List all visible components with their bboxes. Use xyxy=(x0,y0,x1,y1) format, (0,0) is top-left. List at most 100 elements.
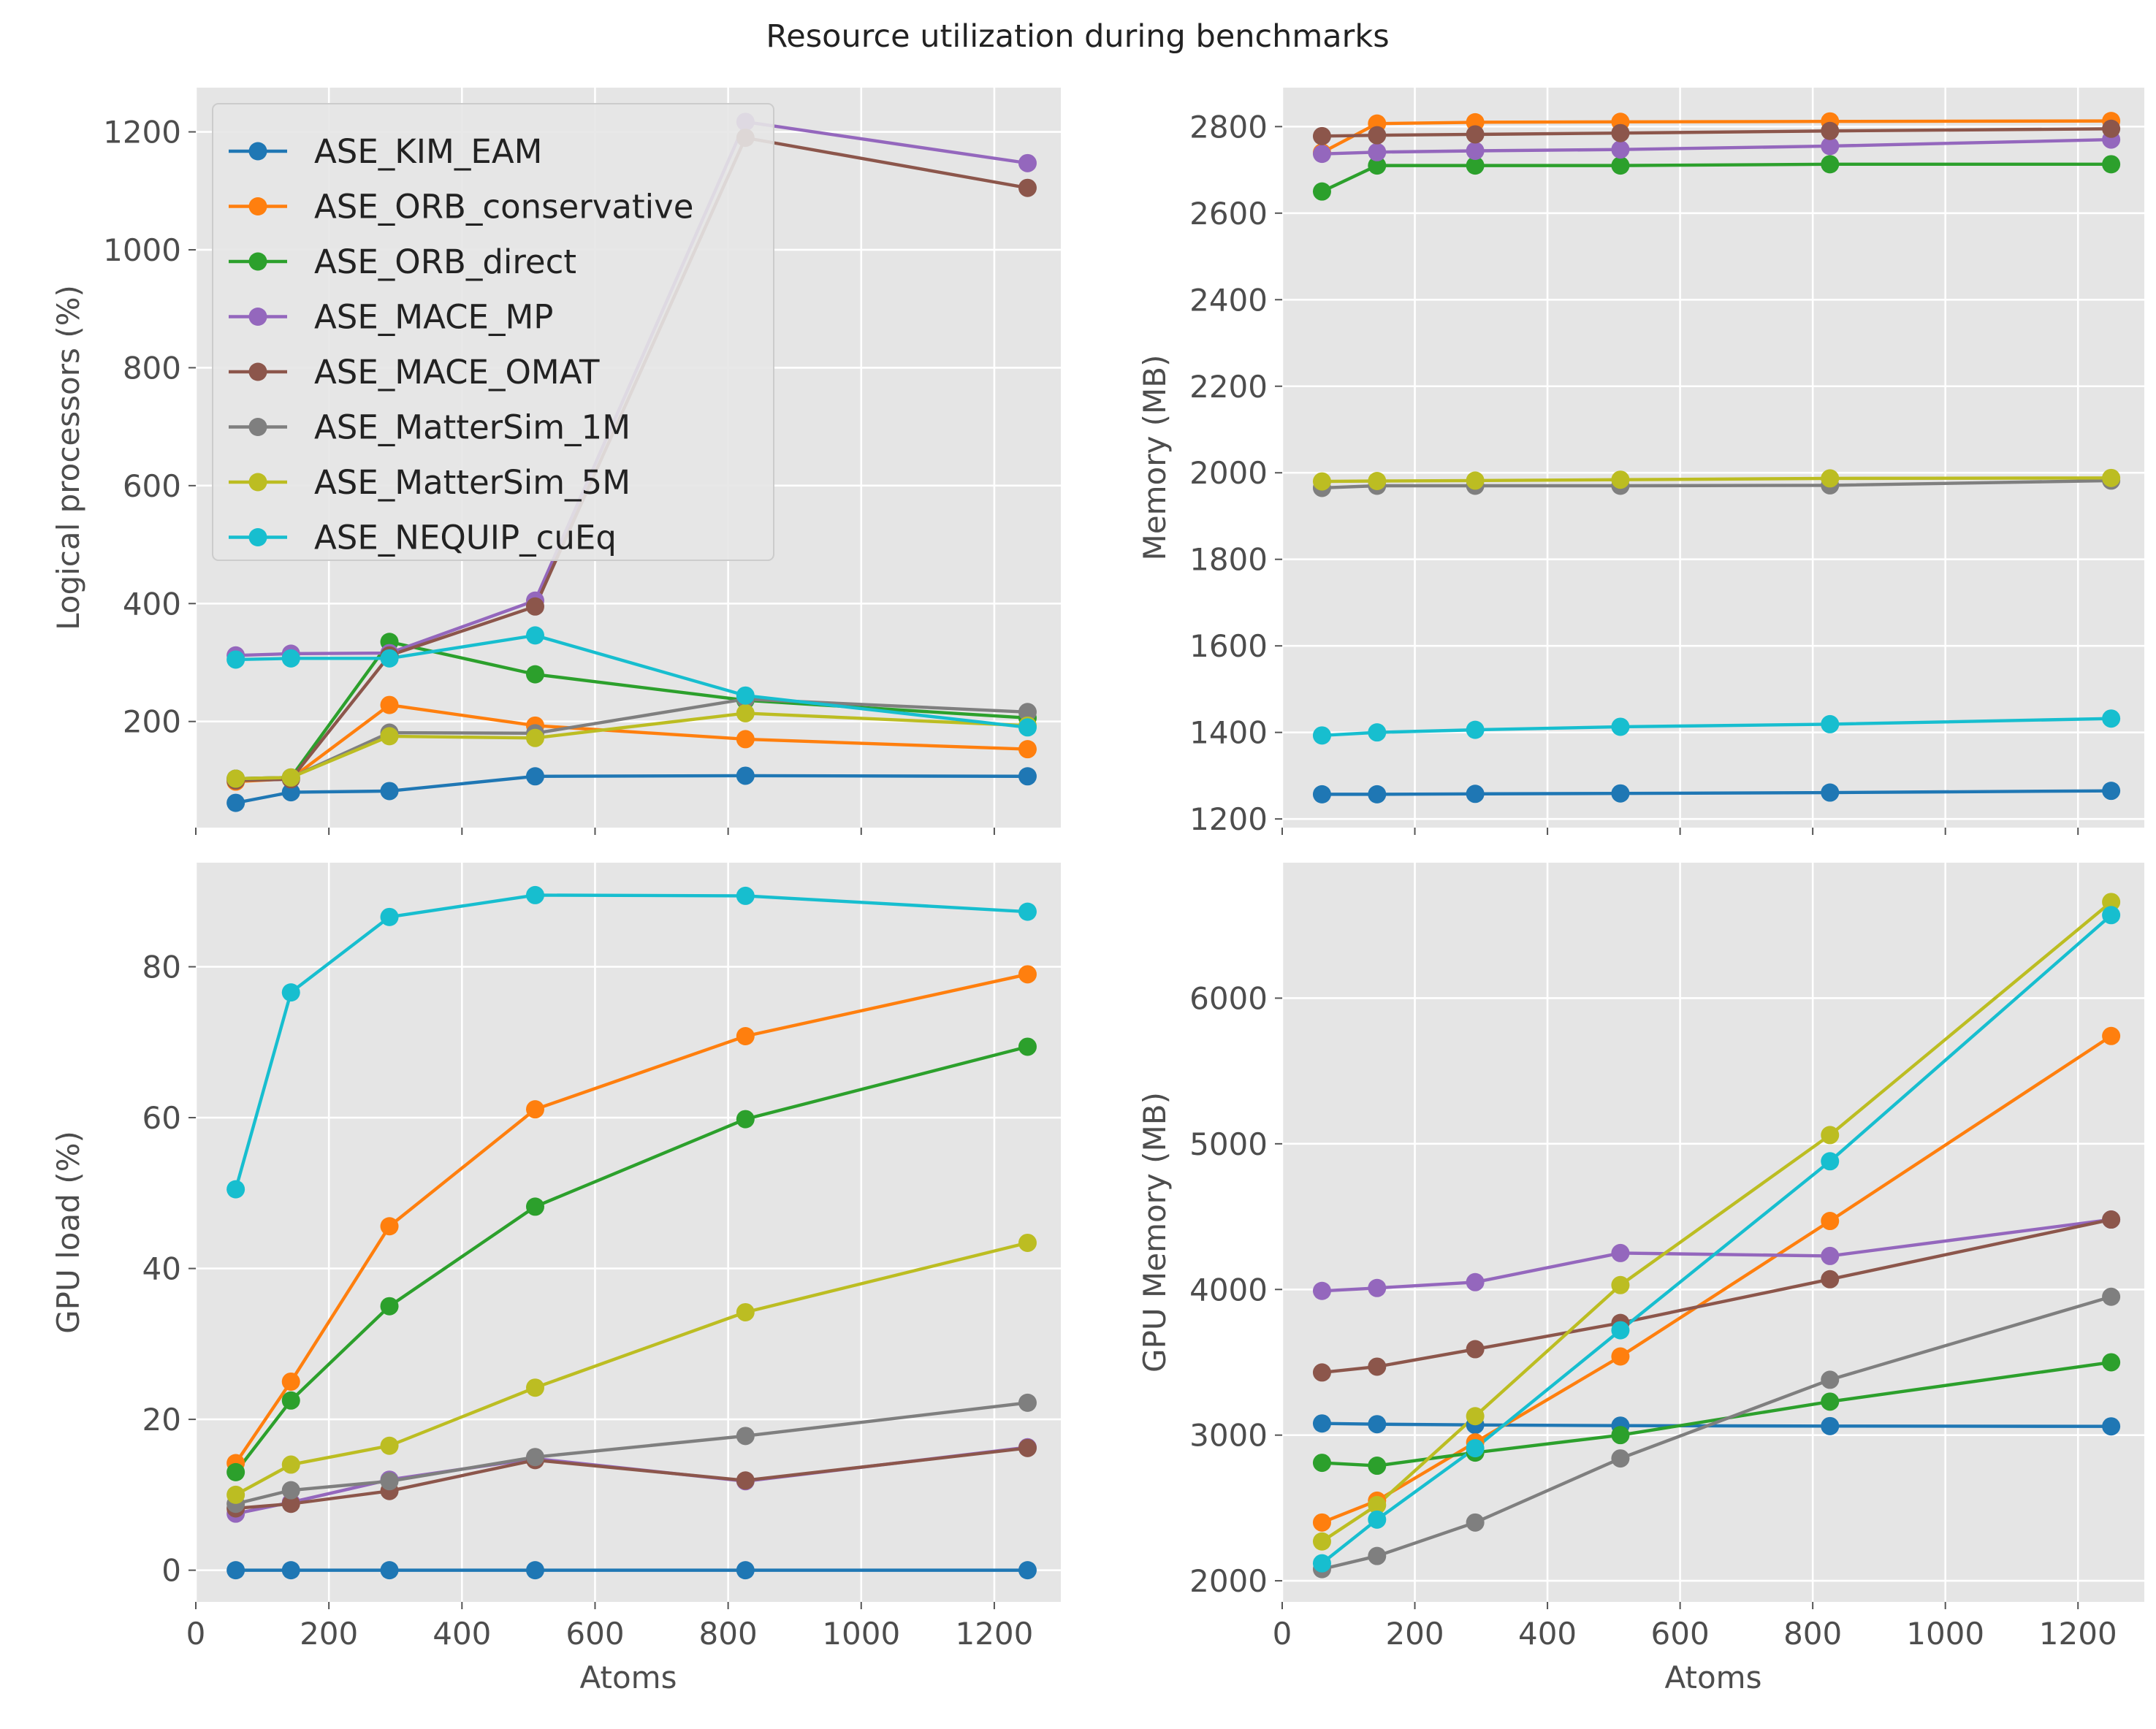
legend-entry: ASE_KIM_EAM xyxy=(229,132,542,171)
data-point-ASE_MatterSim_5M xyxy=(380,1436,399,1455)
series-line-ASE_KIM_EAM xyxy=(1322,1421,2111,1428)
legend-entry: ASE_MatterSim_5M xyxy=(229,463,631,502)
legend-marker-swatch xyxy=(248,528,267,546)
data-point-ASE_KIM_EAM xyxy=(281,783,300,802)
data-point-ASE_ORB_conservative xyxy=(525,1100,544,1119)
series-line-ASE_MatterSim_1M xyxy=(235,1401,1028,1505)
series-line-ASE_NEQUIP_cuEq xyxy=(234,893,1028,1190)
data-point-ASE_KIM_EAM xyxy=(736,766,755,785)
data-point-ASE_ORB_conservative xyxy=(281,1372,300,1391)
data-point-ASE_MACE_MP xyxy=(1821,137,1840,156)
data-point-ASE_ORB_direct xyxy=(1312,1454,1331,1473)
data-point-ASE_MACE_OMAT xyxy=(1466,1340,1485,1359)
data-point-ASE_KIM_EAM xyxy=(2102,1417,2121,1436)
data-point-ASE_MatterSim_1M xyxy=(380,1472,399,1491)
data-point-ASE_NEQUIP_cuEq xyxy=(380,649,399,668)
data-point-ASE_MACE_MP xyxy=(1466,141,1485,160)
data-point-ASE_MatterSim_5M xyxy=(2102,893,2121,912)
data-point-ASE_ORB_direct xyxy=(736,1110,755,1129)
series-line-ASE_KIM_EAM xyxy=(1322,789,2111,796)
legend-marker-swatch xyxy=(248,142,267,161)
series-line-ASE_MACE_MP xyxy=(235,120,1028,657)
data-point-ASE_NEQUIP_cuEq xyxy=(1821,714,1840,733)
data-point-ASE_ORB_conservative xyxy=(1821,1212,1840,1231)
data-point-ASE_MatterSim_1M xyxy=(1018,703,1037,722)
data-point-ASE_MatterSim_1M xyxy=(1368,1546,1387,1565)
data-point-ASE_MatterSim_5M xyxy=(2102,468,2121,487)
data-point-ASE_KIM_EAM xyxy=(1018,767,1037,786)
data-point-ASE_MatterSim_5M xyxy=(380,727,399,746)
data-point-ASE_NEQUIP_cuEq xyxy=(1018,718,1037,737)
y-tick-label: 800 xyxy=(123,350,181,386)
data-point-ASE_MACE_OMAT xyxy=(1018,178,1037,197)
data-point-ASE_MACE_OMAT xyxy=(1368,1357,1387,1376)
data-point-ASE_ORB_direct xyxy=(1368,156,1387,175)
data-point-ASE_MACE_MP xyxy=(1368,1278,1387,1297)
data-point-ASE_ORB_direct xyxy=(1611,156,1630,175)
data-point-ASE_ORB_direct xyxy=(1368,1457,1387,1476)
data-point-ASE_ORB_conservative xyxy=(736,1027,755,1046)
data-point-ASE_KIM_EAM xyxy=(226,793,245,812)
data-point-ASE_MACE_OMAT xyxy=(1466,125,1485,144)
data-point-ASE_ORB_direct xyxy=(1312,182,1331,201)
y-tick-label: 1200 xyxy=(103,115,181,150)
data-point-ASE_ORB_conservative xyxy=(1312,1513,1331,1532)
data-point-ASE_KIM_EAM xyxy=(1312,785,1331,804)
y-tick-label: 1200 xyxy=(1189,801,1268,837)
y-tick-label: 200 xyxy=(123,704,181,740)
data-point-ASE_MACE_OMAT xyxy=(736,1471,755,1490)
data-point-ASE_KIM_EAM xyxy=(736,1561,755,1580)
x-axis-label: Atoms xyxy=(580,1660,677,1695)
data-point-ASE_NEQUIP_cuEq xyxy=(1312,726,1331,745)
series-line-ASE_MACE_OMAT xyxy=(235,136,1028,782)
data-point-ASE_MatterSim_5M xyxy=(736,703,755,722)
legend-entry: ASE_MACE_OMAT xyxy=(229,353,600,392)
data-point-ASE_NEQUIP_cuEq xyxy=(281,983,300,1002)
data-point-ASE_ORB_direct xyxy=(226,1462,245,1481)
y-tick-label: 60 xyxy=(142,1100,181,1136)
data-point-ASE_MACE_OMAT xyxy=(2102,119,2121,138)
data-point-ASE_MACE_OMAT xyxy=(2102,1210,2121,1229)
y-axis-label: Memory (MB) xyxy=(1137,355,1173,561)
y-axis-label: GPU Memory (MB) xyxy=(1137,1092,1173,1373)
data-point-ASE_NEQUIP_cuEq xyxy=(281,649,300,668)
series-line-ASE_MatterSim_5M xyxy=(235,1241,1028,1497)
data-point-ASE_MatterSim_5M xyxy=(281,768,300,787)
y-tick-label: 1400 xyxy=(1189,715,1268,751)
x-tick-label: 200 xyxy=(1385,1616,1444,1652)
data-point-ASE_KIM_EAM xyxy=(380,1561,399,1580)
data-point-ASE_ORB_conservative xyxy=(380,1217,399,1236)
data-point-ASE_MACE_MP xyxy=(1611,140,1630,159)
data-point-ASE_MatterSim_1M xyxy=(1018,1393,1037,1412)
data-point-ASE_MatterSim_5M xyxy=(281,1455,300,1474)
data-point-ASE_MACE_MP xyxy=(1312,1281,1331,1300)
data-point-ASE_MatterSim_5M xyxy=(226,769,245,788)
series-line-ASE_MACE_OMAT xyxy=(1322,1218,2112,1375)
data-point-ASE_ORB_direct xyxy=(2102,155,2121,174)
data-point-ASE_MatterSim_1M xyxy=(736,1427,755,1446)
y-tick-label: 1000 xyxy=(103,232,181,268)
data-point-ASE_MACE_OMAT xyxy=(525,597,544,616)
x-tick-label: 800 xyxy=(699,1616,758,1652)
series-line-ASE_ORB_direct xyxy=(1322,1360,2111,1467)
chart-panel-top-right: 1200 1400 1600 1800 2000 2200 2400 2600 2800 Memo… xyxy=(1137,88,2144,837)
data-point-ASE_NEQUIP_cuEq xyxy=(1466,1439,1485,1458)
data-point-ASE_NEQUIP_cuEq xyxy=(1018,902,1037,921)
x-tick-label: 400 xyxy=(433,1616,491,1652)
y-tick-label: 600 xyxy=(123,468,181,504)
data-point-ASE_MACE_OMAT xyxy=(1312,126,1331,145)
series-line-ASE_ORB_direct xyxy=(1321,162,2111,194)
legend-marker-swatch xyxy=(248,473,267,492)
data-point-ASE_MatterSim_5M xyxy=(1821,1126,1840,1145)
series-line-ASE_NEQUIP_cuEq xyxy=(1322,717,2111,738)
data-point-ASE_ORB_direct xyxy=(525,1197,544,1216)
legend-label: ASE_MACE_OMAT xyxy=(314,353,600,392)
y-tick-label: 20 xyxy=(142,1402,181,1438)
y-tick-label: 2600 xyxy=(1189,196,1268,232)
data-point-ASE_NEQUIP_cuEq xyxy=(1466,720,1485,739)
data-point-ASE_KIM_EAM xyxy=(1611,784,1630,803)
data-point-ASE_KIM_EAM xyxy=(1821,1416,1840,1435)
data-point-ASE_NEQUIP_cuEq xyxy=(1312,1554,1331,1573)
data-point-ASE_MatterSim_5M xyxy=(1611,1275,1630,1294)
